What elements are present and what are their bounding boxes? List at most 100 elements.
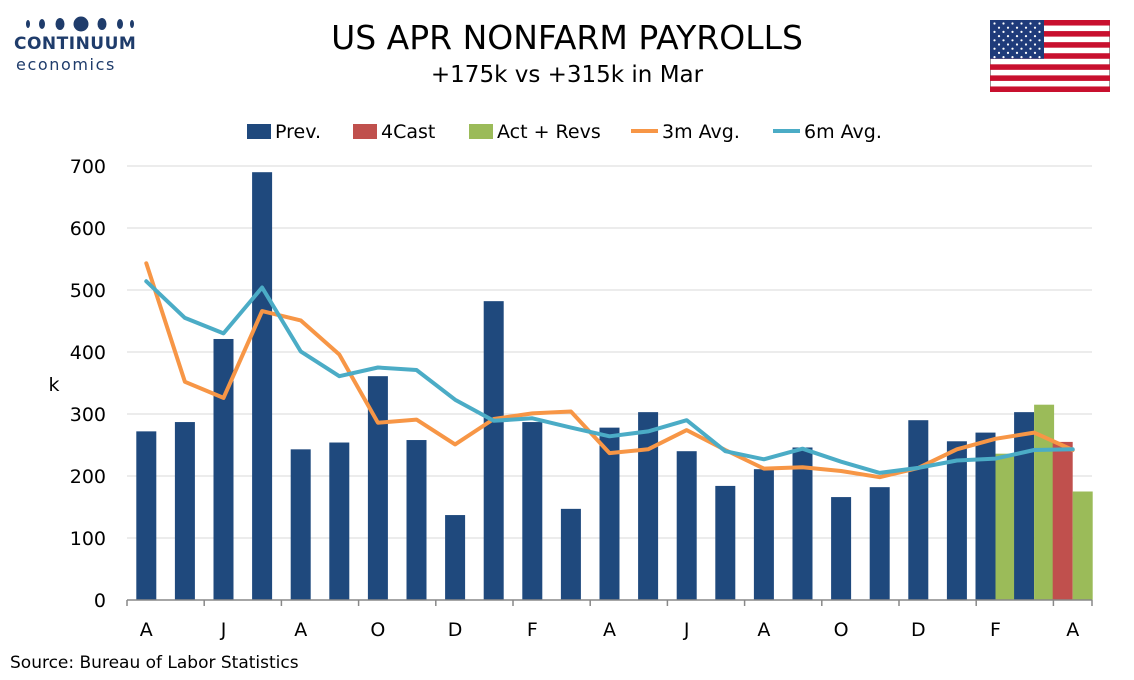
x-tick-label: A [603, 619, 616, 641]
flag-star [993, 47, 996, 50]
flag-star [1038, 39, 1041, 42]
flag-star [1029, 30, 1032, 33]
bar-prev [406, 440, 427, 600]
x-tick-label: A [757, 619, 770, 641]
legend-swatch [247, 124, 271, 139]
flag-star [1029, 47, 1032, 50]
y-tick-label: 0 [94, 590, 106, 612]
flag-stripe [990, 75, 1110, 81]
continuum-logo: CONTINUUM economics [14, 14, 136, 76]
flag-star [1015, 43, 1019, 46]
bar-prev [329, 442, 350, 600]
x-tick-label: A [294, 619, 307, 641]
bar-actual [995, 453, 1016, 600]
flag-star [1024, 26, 1028, 29]
flag-star [1033, 43, 1037, 46]
chart-subtitle: +175k vs +315k in Mar [430, 62, 704, 88]
flag-star [1002, 30, 1005, 33]
logo-dots-icon [26, 16, 134, 32]
bar-prev [676, 451, 697, 600]
chart-title: US APR NONFARM PAYROLLS [331, 18, 803, 57]
flag-star [1015, 26, 1019, 29]
flag-star [1033, 26, 1037, 29]
flag-star [1011, 39, 1014, 42]
flag-star [997, 26, 1001, 29]
bar-prev [946, 441, 967, 600]
flag-star [1011, 56, 1014, 59]
bar-prev [869, 487, 890, 600]
x-tick-label: D [911, 619, 926, 641]
bar-prev [445, 515, 466, 600]
x-tick-label: O [834, 619, 849, 641]
flag-star [993, 39, 996, 42]
x-tick-label: D [448, 619, 463, 641]
x-tick-label: A [140, 619, 153, 641]
flag-star [1020, 30, 1023, 33]
flag-star [1015, 35, 1019, 38]
flag-star [993, 22, 996, 25]
bar-prev [1014, 412, 1035, 600]
bar-prev [831, 497, 852, 600]
flag-star [1006, 35, 1010, 38]
y-axis-label: k [48, 374, 59, 396]
flag-star [1020, 39, 1023, 42]
flag-star [1020, 47, 1023, 50]
flag-star [1002, 22, 1005, 25]
bar-prev [638, 412, 659, 600]
flag-star [993, 56, 996, 59]
flag-star [1015, 51, 1019, 54]
bar-actual [1034, 404, 1055, 600]
legend-label: 3m Avg. [662, 121, 740, 143]
x-tick-label: O [370, 619, 385, 641]
bar-prev [560, 508, 581, 600]
flag-star [1038, 30, 1041, 33]
bar-prev [792, 447, 813, 600]
y-tick-label: 700 [70, 156, 106, 178]
legend-swatch [353, 124, 377, 139]
bar-prev [136, 431, 157, 600]
flag-stripe [990, 20, 1110, 26]
flag-star [1038, 47, 1041, 50]
flag-star [993, 30, 996, 33]
y-tick-label: 200 [70, 466, 106, 488]
flag-star [1011, 22, 1014, 25]
legend-label: 6m Avg. [804, 121, 882, 143]
y-tick-label: 500 [70, 280, 106, 302]
x-tick-label: F [990, 619, 1001, 641]
brand-sub: economics [16, 55, 116, 74]
bar-prev [522, 422, 543, 600]
flag-stripe [990, 86, 1110, 92]
bar-prev [908, 420, 929, 600]
x-tick-label: A [1066, 619, 1079, 641]
flag-stripe [990, 64, 1110, 70]
flag-star [1011, 30, 1014, 33]
flag-star [1006, 43, 1010, 46]
flag-star [1011, 47, 1014, 50]
bar-prev [174, 422, 195, 600]
bar-prev [483, 301, 504, 600]
bar-forecast [1052, 441, 1073, 600]
flag-star [997, 35, 1001, 38]
y-tick-label: 300 [70, 404, 106, 426]
flag-star [1020, 56, 1023, 59]
flag-star [1029, 22, 1032, 25]
legend-label: 4Cast [381, 121, 435, 143]
x-tick-label: F [527, 619, 538, 641]
y-tick-label: 400 [70, 342, 106, 364]
y-tick-label: 100 [70, 528, 106, 550]
brand-name: CONTINUUM [14, 34, 137, 54]
x-tick-label: J [220, 619, 227, 641]
flag-star [1006, 51, 1010, 54]
line-6m-avg [144, 279, 1075, 475]
bar-prev [213, 338, 234, 600]
legend-label: Act + Revs [497, 121, 601, 143]
bar-prev [975, 432, 996, 600]
flag-star [1033, 35, 1037, 38]
y-tick-label: 600 [70, 218, 106, 240]
bar-actual [1072, 491, 1093, 600]
bar-prev [753, 469, 774, 600]
flag-star [1024, 35, 1028, 38]
bar-prev [715, 485, 736, 600]
flag-stripe [990, 53, 1110, 59]
flag-star [1002, 47, 1005, 50]
